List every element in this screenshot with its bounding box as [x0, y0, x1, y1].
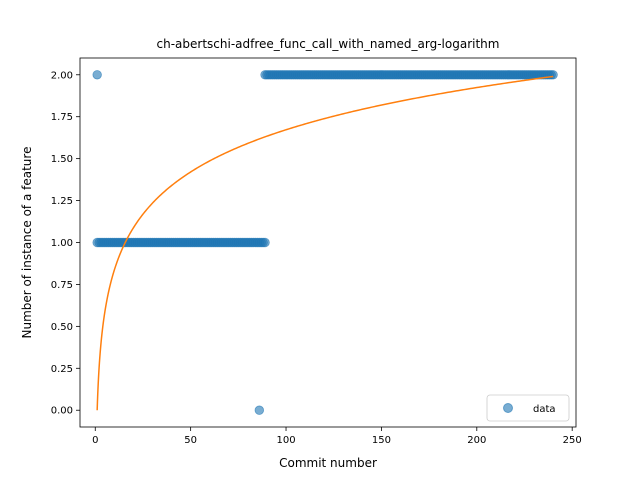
data-point — [92, 70, 102, 80]
chart-title: ch-abertschi-adfree_func_call_with_named… — [157, 37, 500, 51]
x-tick-label: 0 — [92, 435, 98, 446]
data-point — [548, 70, 558, 80]
x-tick-label: 200 — [467, 435, 486, 446]
y-axis-label: Number of instance of a feature — [20, 147, 34, 339]
plot-area — [79, 57, 577, 428]
data-point — [260, 237, 270, 248]
data-point — [254, 405, 265, 415]
legend: data — [486, 394, 570, 422]
fit-line — [96, 75, 554, 411]
plot-marks — [92, 70, 558, 415]
y-tick-label: 0.25 — [51, 364, 73, 375]
legend-label-data: data — [533, 404, 556, 415]
x-axis-label: Commit number — [279, 456, 377, 470]
y-tick-label: 1.00 — [51, 238, 73, 249]
legend-marker-data — [503, 403, 513, 413]
y-axis-ticks: 0.00 0.25 0.50 0.75 1.00 1.25 1.50 1.75 2.00 — [51, 70, 80, 417]
y-tick-label: 2.00 — [51, 70, 73, 81]
y-tick-label: 1.75 — [51, 112, 73, 123]
x-tick-label: 100 — [276, 435, 295, 446]
y-tick-label: 0.75 — [51, 280, 73, 291]
x-axis-ticks: 0 50 100 150 200 250 — [92, 427, 582, 446]
y-tick-label: 0.00 — [51, 406, 73, 417]
y-tick-label: 1.50 — [51, 154, 73, 165]
x-tick-label: 250 — [563, 435, 582, 446]
y-tick-label: 0.50 — [51, 322, 73, 333]
x-tick-label: 50 — [184, 435, 197, 446]
y-tick-label: 1.25 — [51, 196, 73, 207]
legend-box — [486, 394, 570, 422]
x-tick-label: 150 — [372, 435, 391, 446]
